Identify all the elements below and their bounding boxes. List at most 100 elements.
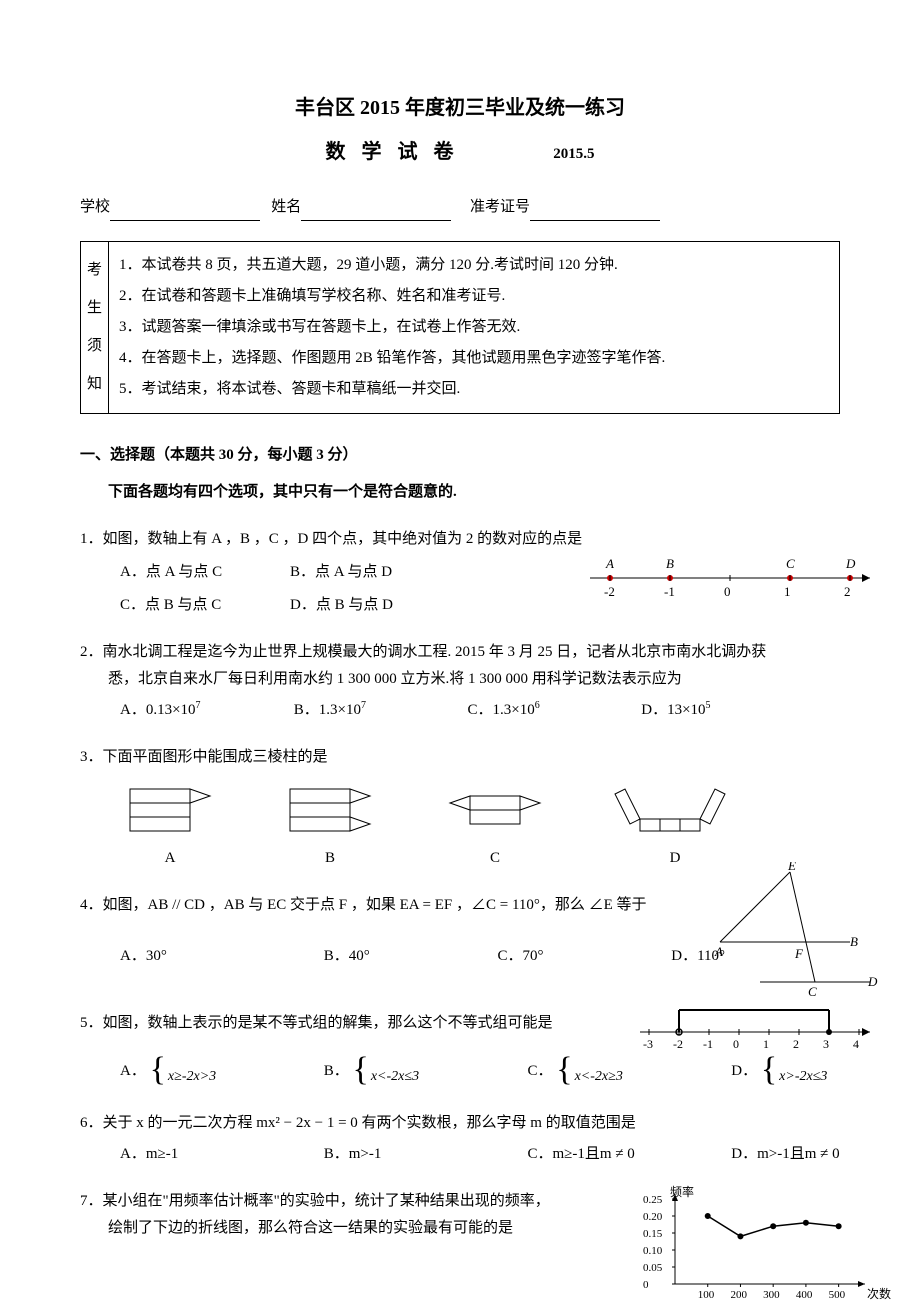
svg-text:2: 2 (793, 1037, 799, 1051)
q6-opt-a: A．m≥-1 (120, 1141, 320, 1168)
svg-text:-1: -1 (703, 1037, 713, 1051)
question-4: A B C D E F 4．如图，AB // CD ，AB 与 EC 交于点 F… (80, 892, 840, 970)
q1-numberline: A B C D -2 -1 0 1 2 (580, 550, 880, 600)
q3-net-b: B (280, 779, 380, 872)
svg-text:0.15: 0.15 (643, 1228, 663, 1240)
svg-text:400: 400 (796, 1289, 813, 1301)
notice-side-char: 知 (87, 371, 102, 398)
notice-item: 5．考试结束，将本试卷、答题卡和草稿纸一并交回. (119, 376, 829, 403)
section-1-title: 一、选择题（本题共 30 分，每小题 3 分） (80, 442, 840, 469)
svg-text:-1: -1 (664, 584, 675, 599)
svg-text:F: F (794, 946, 804, 961)
svg-text:频率: 频率 (670, 1184, 694, 1199)
svg-text:0: 0 (724, 584, 731, 599)
page-title: 丰台区 2015 年度初三毕业及统一练习 (80, 90, 840, 126)
blank-id[interactable] (530, 203, 660, 221)
svg-text:1: 1 (784, 584, 791, 599)
question-1: 1．如图，数轴上有 A ，B ，C ，D 四个点，其中绝对值为 2 的数对应的点… (80, 526, 840, 619)
subtitle: 数学试卷 (326, 134, 470, 170)
svg-text:B: B (666, 556, 674, 571)
label-id: 准考证号 (470, 199, 530, 215)
svg-text:D: D (867, 974, 878, 989)
notice-box: 考 生 须 知 1．本试卷共 8 页，共五道大题，29 道小题，满分 120 分… (80, 241, 840, 414)
q5-numberline: -3 -2 -1 0 1 2 3 4 (630, 1000, 880, 1055)
q4-opt-b: B．40° (324, 943, 494, 970)
svg-text:1: 1 (763, 1037, 769, 1051)
notice-side: 考 生 须 知 (81, 242, 109, 413)
blank-school[interactable] (110, 203, 260, 221)
question-3: 3．下面平面图形中能围成三棱柱的是 A B C D (80, 744, 840, 872)
question-2: 2．南水北调工程是迄今为止世界上规模最大的调水工程. 2015 年 3 月 25… (80, 639, 840, 724)
subtitle-row: 数学试卷 2015.5 (80, 134, 840, 170)
q1-opt-c: C．点 B 与点 C (120, 592, 290, 619)
q3-label-c: C (440, 845, 550, 872)
q3-net-d: D (610, 779, 740, 872)
section-1-sub: 下面各题均有四个选项，其中只有一个是符合题意的. (108, 479, 840, 506)
q3-stem: 3．下面平面图形中能围成三棱柱的是 (80, 744, 840, 771)
q2-opt-d: D．13×105 (641, 697, 710, 724)
q6-opt-c: C．m≥-1且m ≠ 0 (528, 1141, 728, 1168)
q3-net-a: A (120, 779, 220, 872)
notice-side-char: 须 (87, 333, 102, 360)
svg-text:100: 100 (698, 1289, 715, 1301)
notice-side-char: 生 (87, 295, 102, 322)
q1-opt-d: D．点 B 与点 D (290, 592, 393, 619)
q4-figure: A B C D E F (710, 862, 880, 1002)
svg-text:0.25: 0.25 (643, 1194, 663, 1206)
label-school: 学校 (80, 199, 110, 215)
q6-opt-d: D．m>-1且m ≠ 0 (731, 1141, 839, 1168)
q4-opt-a: A．30° (120, 943, 320, 970)
svg-text:-2: -2 (673, 1037, 683, 1051)
svg-text:0.10: 0.10 (643, 1245, 663, 1257)
notice-item: 4．在答题卡上，选择题、作图题用 2B 铅笔作答，其他试题用黑色字迹签字笔作答. (119, 345, 829, 372)
svg-text:0.20: 0.20 (643, 1211, 663, 1223)
q6-opt-b: B．m>-1 (324, 1141, 524, 1168)
q5-opt-a: A． {x≥-2x>3 (120, 1053, 320, 1090)
question-6: 6．关于 x 的一元二次方程 mx² − 2x − 1 = 0 有两个实数根，那… (80, 1110, 840, 1168)
notice-item: 2．在试卷和答题卡上准确填写学校名称、姓名和准考证号. (119, 283, 829, 310)
q4-opt-c: C．70° (498, 943, 668, 970)
notice-body: 1．本试卷共 8 页，共五道大题，29 道小题，满分 120 分.考试时间 12… (109, 242, 839, 413)
svg-text:A: A (714, 944, 723, 959)
question-7: 频率次数00.050.100.150.200.25100200300400500… (80, 1188, 840, 1242)
q7-chart: 频率次数00.050.100.150.200.25100200300400500 (630, 1184, 900, 1304)
svg-text:2: 2 (844, 584, 851, 599)
notice-item: 3．试题答案一律填涂或书写在答题卡上，在试卷上作答无效. (119, 314, 829, 341)
svg-text:A: A (605, 556, 614, 571)
svg-text:200: 200 (730, 1289, 747, 1301)
svg-text:0: 0 (643, 1279, 649, 1291)
svg-text:B: B (850, 934, 858, 949)
svg-text:-3: -3 (643, 1037, 653, 1051)
svg-text:-2: -2 (604, 584, 615, 599)
q1-opt-b: B．点 A 与点 D (290, 559, 392, 586)
svg-text:300: 300 (763, 1289, 780, 1301)
q3-label-a: A (120, 845, 220, 872)
q6-stem: 6．关于 x 的一元二次方程 mx² − 2x − 1 = 0 有两个实数根，那… (80, 1110, 840, 1137)
svg-text:500: 500 (829, 1289, 846, 1301)
student-fields: 学校 姓名 准考证号 (80, 194, 840, 221)
blank-name[interactable] (301, 203, 451, 221)
svg-text:3: 3 (823, 1037, 829, 1051)
q5-opt-b: B． {x<-2x≤3 (324, 1053, 524, 1090)
q2-opt-a: A．0.13×107 (120, 697, 290, 724)
q2-opt-b: B．1.3×107 (294, 697, 464, 724)
svg-text:D: D (845, 556, 856, 571)
svg-text:E: E (787, 862, 796, 873)
q3-net-c: C (440, 779, 550, 872)
svg-text:C: C (786, 556, 795, 571)
label-name: 姓名 (271, 199, 301, 215)
svg-text:0: 0 (733, 1037, 739, 1051)
q2-stem1: 2．南水北调工程是迄今为止世界上规模最大的调水工程. 2015 年 3 月 25… (80, 639, 840, 666)
question-5: -3-2-101234 5．如图，数轴上表示的是某不等式组的解集，那么这个不等式… (80, 1010, 840, 1090)
q3-label-b: B (280, 845, 380, 872)
svg-text:C: C (808, 984, 817, 999)
q5-opt-c: C． {x<-2x≥3 (528, 1053, 728, 1090)
svg-text:0.05: 0.05 (643, 1262, 663, 1274)
notice-side-char: 考 (87, 257, 102, 284)
q5-opt-d: D． {x>-2x≤3 (731, 1053, 827, 1090)
svg-text:4: 4 (853, 1037, 859, 1051)
notice-item: 1．本试卷共 8 页，共五道大题，29 道小题，满分 120 分.考试时间 12… (119, 252, 829, 279)
q2-opt-c: C．1.3×106 (468, 697, 638, 724)
q2-stem2: 悉，北京自来水厂每日利用南水约 1 300 000 立方米.将 1 300 00… (108, 666, 840, 693)
q1-stem: 1．如图，数轴上有 A ，B ，C ，D 四个点，其中绝对值为 2 的数对应的点… (80, 526, 840, 553)
